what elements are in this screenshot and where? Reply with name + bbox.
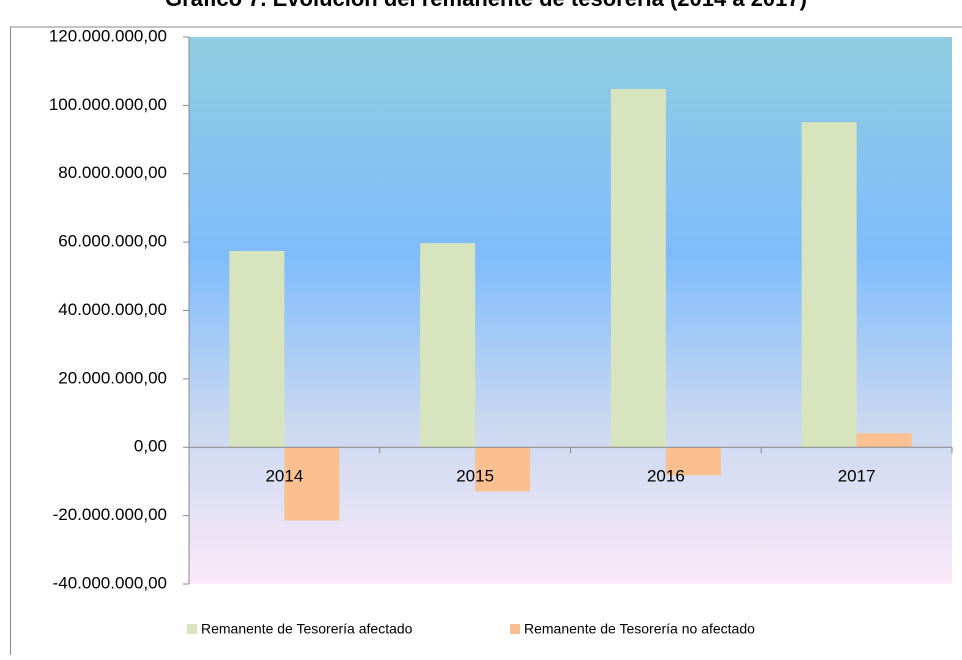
chart-title: Gráfico 7. Evolución del remanente de te… — [165, 0, 807, 11]
legend-swatch — [510, 624, 520, 634]
bar — [856, 433, 912, 448]
legend-label: Remanente de Tesorería no afectado — [524, 621, 755, 637]
y-tick-label: 0,00 — [134, 437, 167, 456]
y-tick-label: -20.000.000,00 — [53, 505, 167, 524]
y-tick-label: 120.000.000,00 — [49, 26, 167, 45]
legend-swatch — [187, 624, 197, 634]
bar — [665, 447, 721, 476]
bar — [420, 243, 476, 448]
x-tick-label: 2017 — [838, 467, 876, 486]
bar — [610, 88, 666, 448]
y-tick-label: 80.000.000,00 — [58, 163, 167, 182]
y-tick-label: 20.000.000,00 — [58, 368, 167, 387]
y-tick-label: 60.000.000,00 — [58, 232, 167, 251]
bar — [284, 447, 340, 521]
x-tick-label: 2014 — [265, 467, 303, 486]
bar — [229, 251, 285, 448]
bar — [475, 447, 531, 492]
y-tick-label: -40.000.000,00 — [53, 573, 167, 592]
y-tick-label: 40.000.000,00 — [58, 300, 167, 319]
x-tick-label: 2015 — [456, 467, 494, 486]
bar — [801, 122, 857, 448]
y-tick-label: 100.000.000,00 — [49, 95, 167, 114]
x-tick-label: 2016 — [647, 467, 685, 486]
legend-label: Remanente de Tesorería afectado — [201, 621, 413, 637]
